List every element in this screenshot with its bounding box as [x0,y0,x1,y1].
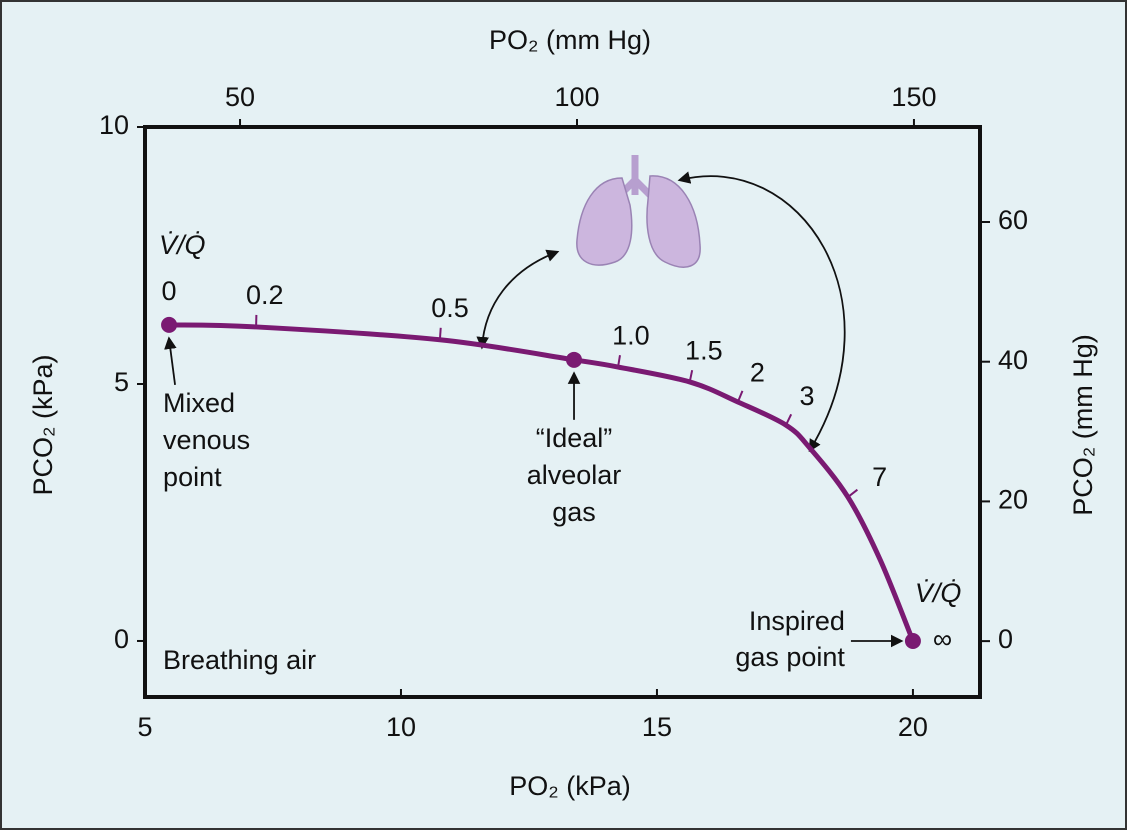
point-label: “Ideal” [536,423,613,453]
vq-tick [438,327,442,340]
point-label: Mixed [163,388,235,418]
vq-label: 7 [872,462,887,492]
point-label: Inspired [749,606,845,636]
y-axis-label: PCO₂ (kPa) [28,355,58,496]
vq-tick [736,390,744,403]
vq-label: 1.5 [685,336,723,366]
x-axis-label: PO₂ (kPa) [509,771,631,801]
arrow [476,249,560,350]
x2-tick-label: 100 [554,82,599,112]
y2-axis-label: PCO₂ (mm Hg) [1068,334,1098,515]
x2-tick-label: 150 [891,82,936,112]
vq-label: 0.5 [431,293,469,323]
point-label: gas point [735,642,845,672]
y-tick-label: 10 [99,110,129,140]
point-label: point [163,462,222,492]
vq-tick [617,355,621,368]
arrow [164,336,177,385]
x-tick-label: 10 [386,712,416,742]
vq-symbol: V̇/Q̇ [915,578,962,608]
vq-tick [785,413,793,426]
vq-end: ∞ [933,624,952,654]
vq-symbol: V̇/Q̇ [159,230,206,260]
point [566,351,583,368]
vq-tick [688,369,694,383]
vq-start: 0 [162,276,177,306]
plot-area [143,125,982,699]
annotation: Breathing air [163,645,316,675]
vq-label: 2 [750,357,765,387]
vq-label: 3 [799,381,814,411]
vq-tick [847,488,859,498]
point-label: venous [163,425,250,455]
arrow [677,171,846,453]
vq-label: 0.2 [246,280,284,310]
vq-label: 1.0 [612,321,650,351]
y2-tick-label: 40 [998,345,1028,375]
x2-axis-label: PO₂ (mm Hg) [489,25,651,55]
point-label: alveolar [527,460,622,490]
x-tick-label: 20 [898,712,928,742]
point [904,632,921,649]
y2-tick-label: 20 [998,485,1028,515]
x-tick-label: 5 [137,712,152,742]
x-tick-label: 15 [642,712,672,742]
y-tick-label: 5 [114,367,129,397]
y-tick-label: 0 [114,624,129,654]
point-label: gas [552,497,596,527]
point [161,316,178,333]
y2-tick-label: 60 [998,205,1028,235]
x2-tick-label: 50 [225,82,255,112]
y2-tick-label: 0 [998,624,1013,654]
